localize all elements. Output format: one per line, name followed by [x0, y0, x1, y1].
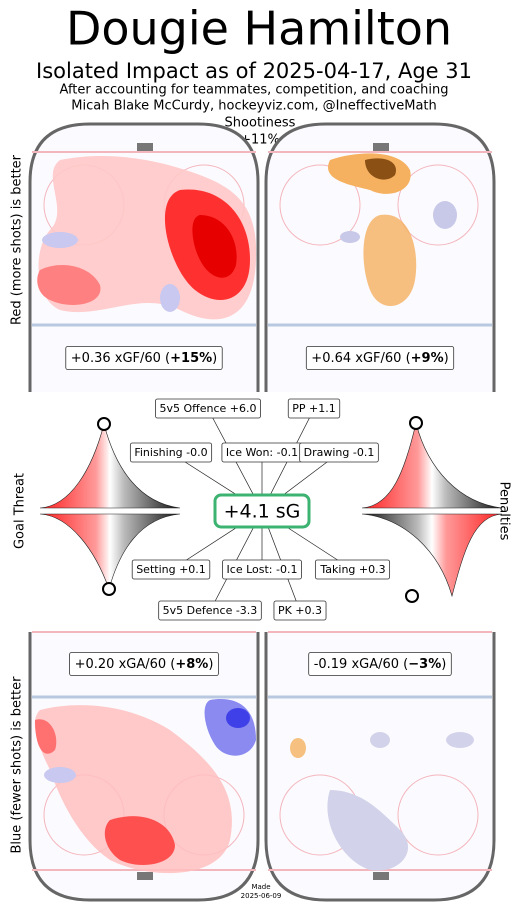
offence-rinks — [28, 122, 496, 392]
rink-label: +0.20 xGA/60 (+8%) — [75, 657, 214, 672]
credit: Micah Blake McCurdy, hockeyviz.com, @Ine… — [71, 99, 437, 114]
side-label: Penalties — [497, 482, 512, 541]
faceoff-circle — [279, 164, 361, 246]
component-label: Taking +0.3 — [319, 563, 385, 576]
label-box — [131, 559, 211, 580]
contour — [104, 816, 175, 865]
component-label: 5v5 Defence -3.3 — [163, 604, 258, 617]
rink-label: +0.64 xGF/60 (+9%) — [311, 351, 448, 366]
distributions — [39, 416, 503, 603]
side-label: Blue (fewer shots) is better — [10, 676, 25, 854]
net — [373, 143, 389, 151]
net — [137, 143, 153, 151]
contour — [365, 158, 396, 180]
contour — [226, 708, 250, 728]
note: After accounting for teammates, competit… — [60, 83, 449, 98]
distribution — [361, 422, 503, 509]
rink-label: -0.19 xGA/60 (−3%) — [314, 657, 447, 672]
faceoff-circle — [397, 774, 479, 856]
contour — [35, 719, 57, 754]
label-box — [305, 346, 455, 370]
label-box — [299, 442, 379, 463]
marker — [102, 582, 116, 596]
net — [137, 872, 153, 880]
contour — [160, 284, 180, 312]
contour — [433, 201, 457, 229]
contour — [340, 231, 360, 243]
component-label: PP +1.1 — [292, 402, 335, 415]
component-label: Ice Won: -0.1 — [226, 446, 298, 459]
made-date: 2025-06-09 — [241, 892, 282, 900]
contour — [34, 705, 232, 874]
contour — [446, 732, 474, 748]
distribution — [361, 513, 503, 598]
impact-box — [213, 493, 311, 529]
component-label: Drawing -0.1 — [304, 446, 375, 459]
label-box — [314, 559, 391, 580]
rink-label: +0.36 xGF/60 (+15%) — [71, 351, 217, 366]
label-box — [158, 600, 262, 621]
label-box — [65, 346, 223, 370]
title: Dougie Hamilton — [66, 2, 452, 56]
label-box — [273, 600, 327, 621]
contour — [327, 790, 409, 871]
shootiness-label: Shootiness — [225, 116, 296, 131]
contour — [44, 767, 76, 783]
label-box — [287, 398, 341, 419]
contour — [37, 265, 101, 305]
label-box — [155, 398, 261, 419]
component-label: Ice Lost: -0.1 — [227, 563, 298, 576]
subtitle: Isolated Impact as of 2025-04-17, Age 31 — [36, 59, 472, 83]
shootiness-value: +11% — [240, 133, 280, 148]
side-label: Goal Threat — [13, 473, 28, 549]
component-label: Setting +0.1 — [136, 563, 206, 576]
components: 5v5 Offence +6.0 PP +1.1 Finishing -0.0 Ice… — [129, 398, 391, 621]
contour — [192, 215, 237, 278]
component-label: 5v5 Offence +6.0 — [159, 402, 256, 415]
distribution — [39, 422, 181, 509]
contour — [42, 232, 78, 248]
impact: +4.1 sG — [224, 501, 301, 523]
rink — [264, 632, 496, 902]
label-box — [222, 559, 302, 580]
faceoff-circle — [397, 164, 479, 246]
label-box — [308, 652, 452, 676]
marker — [405, 589, 419, 603]
made-label: Made — [251, 883, 270, 891]
net — [373, 872, 389, 880]
component-label: PK +0.3 — [278, 604, 322, 617]
marker — [97, 417, 111, 431]
side-label: Red (more shots) is better — [10, 154, 25, 325]
contour — [290, 738, 306, 758]
contour — [363, 214, 417, 307]
label-box — [69, 652, 219, 676]
marker — [409, 416, 423, 430]
label-box — [129, 442, 213, 463]
contour — [370, 732, 390, 748]
component-label: Finishing -0.0 — [134, 446, 207, 459]
defence-rinks — [28, 631, 496, 902]
